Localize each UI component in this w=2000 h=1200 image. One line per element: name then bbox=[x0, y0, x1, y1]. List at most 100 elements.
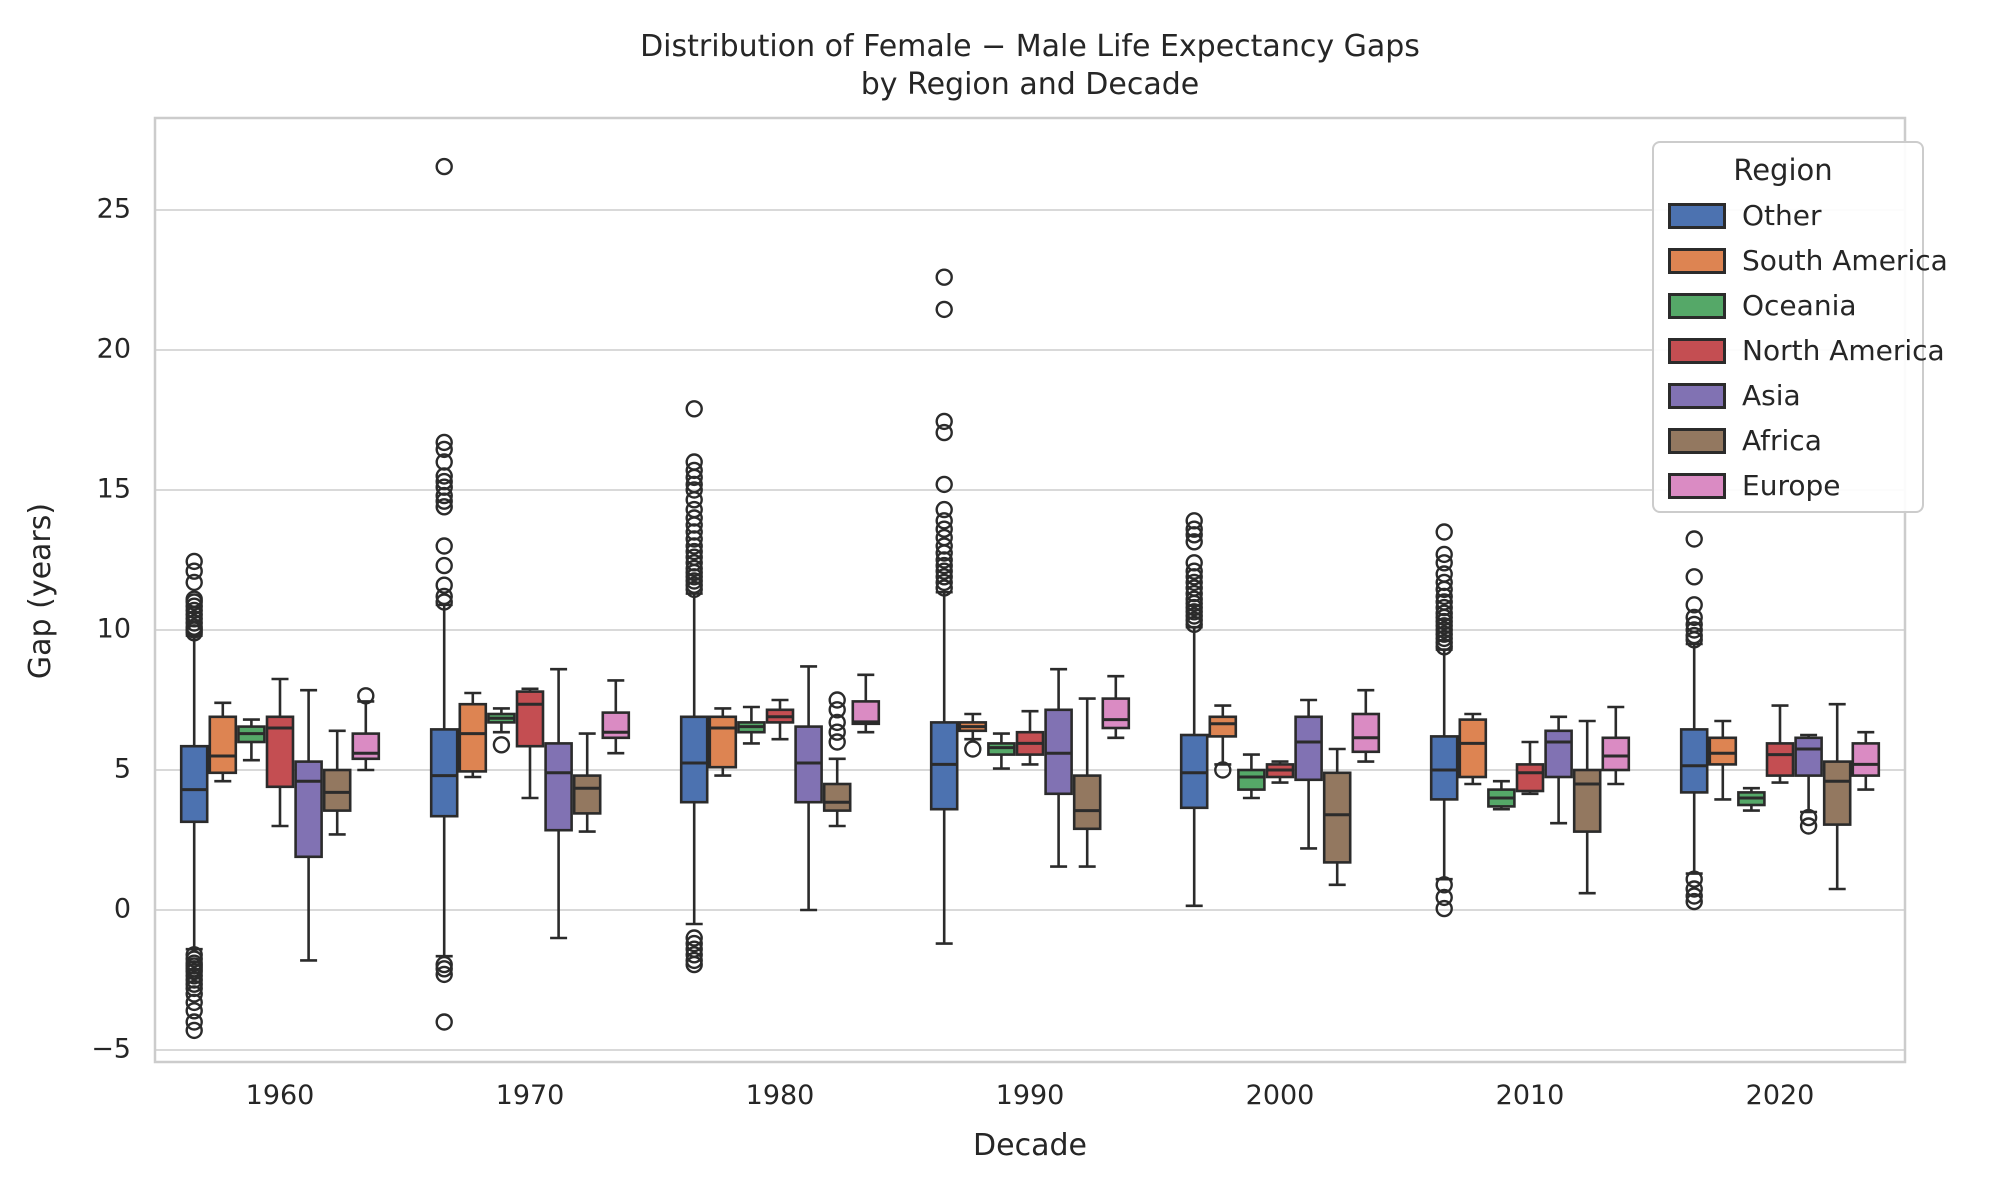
axes-spines bbox=[153, 116, 1907, 1064]
box-1970-africa bbox=[572, 732, 602, 833]
outlier-point bbox=[1685, 608, 1703, 627]
box-2010-asia bbox=[1544, 715, 1573, 825]
box-1970-asia bbox=[544, 667, 573, 940]
series-other bbox=[179, 157, 1709, 1040]
outlier-point bbox=[1435, 593, 1453, 611]
iqr-box bbox=[1544, 729, 1573, 779]
outlier-point bbox=[685, 453, 703, 471]
outlier-point bbox=[685, 934, 703, 953]
outlier-point bbox=[435, 157, 453, 176]
legend-title: Region bbox=[1733, 153, 1833, 187]
outlier-point bbox=[1435, 899, 1453, 918]
box-2010-north-america bbox=[1515, 740, 1545, 796]
x-tick-label-2020: 2020 bbox=[1746, 1080, 1815, 1111]
iqr-box bbox=[1072, 774, 1102, 831]
box-1990-north-america bbox=[1015, 709, 1045, 766]
box-1970-europe bbox=[601, 679, 631, 755]
box-2000-africa bbox=[1322, 747, 1352, 887]
outlier-point bbox=[685, 461, 703, 480]
box-2020-asia bbox=[1794, 733, 1823, 835]
outlier-point bbox=[935, 475, 953, 494]
outlier-point bbox=[435, 960, 453, 978]
series-asia bbox=[294, 665, 1823, 962]
box-2020-other bbox=[1679, 530, 1709, 911]
outlier-point bbox=[185, 1002, 203, 1020]
outlier-point bbox=[828, 691, 846, 709]
outlier-point bbox=[828, 713, 846, 732]
box-1960-north-america bbox=[265, 677, 295, 828]
outlier-point bbox=[435, 498, 453, 516]
box-1990-africa bbox=[1072, 697, 1102, 868]
outlier-point bbox=[1185, 520, 1203, 538]
box-2020-europe bbox=[1851, 730, 1881, 791]
outlier-point bbox=[185, 573, 203, 592]
outlier-point bbox=[1685, 530, 1703, 548]
iqr-box bbox=[515, 690, 545, 748]
outlier-point bbox=[357, 687, 375, 705]
outlier-point bbox=[935, 579, 953, 597]
iqr-box bbox=[1515, 763, 1545, 793]
outlier-point bbox=[1185, 533, 1203, 551]
outlier-point bbox=[1685, 887, 1703, 905]
outlier-point bbox=[935, 520, 953, 538]
legend-swatch-icon bbox=[1668, 427, 1726, 454]
x-axis-label: Decade bbox=[973, 1128, 1087, 1163]
iqr-box bbox=[1572, 768, 1602, 833]
legend-item-label: South America bbox=[1742, 244, 1948, 277]
outlier-point bbox=[1435, 523, 1453, 541]
x-tick-label-1960: 1960 bbox=[246, 1080, 315, 1111]
outlier-point bbox=[685, 554, 703, 572]
y-tick-label-20: 20 bbox=[97, 334, 131, 365]
iqr-box bbox=[1794, 736, 1823, 777]
iqr-box bbox=[1429, 735, 1459, 801]
outlier-point bbox=[1185, 584, 1203, 603]
box-1960-oceania bbox=[237, 718, 266, 762]
iqr-box bbox=[322, 768, 352, 812]
iqr-box bbox=[1351, 712, 1381, 754]
outlier-point bbox=[1185, 579, 1203, 597]
box-2010-other bbox=[1429, 523, 1459, 918]
outlier-point bbox=[1435, 545, 1453, 564]
outlier-point bbox=[828, 701, 846, 719]
series-oceania bbox=[237, 705, 1766, 812]
iqr-box bbox=[1294, 715, 1323, 782]
legend: Region Other South America Oceania North Am… bbox=[1652, 141, 1948, 513]
outlier-point bbox=[1185, 554, 1203, 572]
outlier-point bbox=[1435, 573, 1453, 592]
iqr-box bbox=[1851, 742, 1881, 777]
legend-item-label: Africa bbox=[1742, 424, 1822, 457]
outlier-point bbox=[1685, 615, 1703, 634]
series-north-america bbox=[265, 677, 1795, 828]
iqr-box bbox=[1765, 742, 1795, 777]
legend-rows: Other South America Oceania North America As… bbox=[1668, 193, 1948, 508]
box-1990-other bbox=[929, 268, 959, 945]
legend-item-label: Europe bbox=[1742, 469, 1841, 502]
outlier-point bbox=[492, 736, 511, 754]
y-axis-label: Gap (years) bbox=[23, 502, 58, 680]
x-tick-label-1980: 1980 bbox=[746, 1080, 815, 1111]
iqr-box bbox=[351, 732, 381, 761]
outlier-point bbox=[185, 1013, 203, 1031]
legend-item-label: Oceania bbox=[1742, 289, 1857, 322]
legend-item-europe: Europe bbox=[1668, 463, 1922, 508]
legend-swatch-icon bbox=[1668, 292, 1726, 319]
gridlines bbox=[155, 209, 1905, 1051]
box-2010-oceania bbox=[1487, 779, 1516, 811]
outlier-point bbox=[685, 955, 703, 974]
outlier-point bbox=[185, 552, 203, 571]
x-tick-label-1990: 1990 bbox=[996, 1080, 1065, 1111]
iqr-box bbox=[1822, 760, 1852, 826]
outlier-point bbox=[435, 1013, 453, 1031]
box-1980-oceania bbox=[737, 705, 766, 745]
iqr-box bbox=[851, 700, 881, 726]
chart-title-line1: Distribution of Female − Male Life Expec… bbox=[640, 29, 1420, 64]
outlier-point bbox=[935, 512, 953, 530]
outlier-point bbox=[1185, 573, 1203, 592]
outlier-point bbox=[964, 740, 982, 758]
iqr-box bbox=[458, 702, 488, 773]
box-1980-north-america bbox=[765, 698, 795, 741]
outlier-point bbox=[185, 562, 203, 580]
box-1960-south-america bbox=[208, 701, 238, 783]
outlier-point bbox=[1685, 596, 1703, 614]
box-1960-other bbox=[179, 552, 209, 1040]
